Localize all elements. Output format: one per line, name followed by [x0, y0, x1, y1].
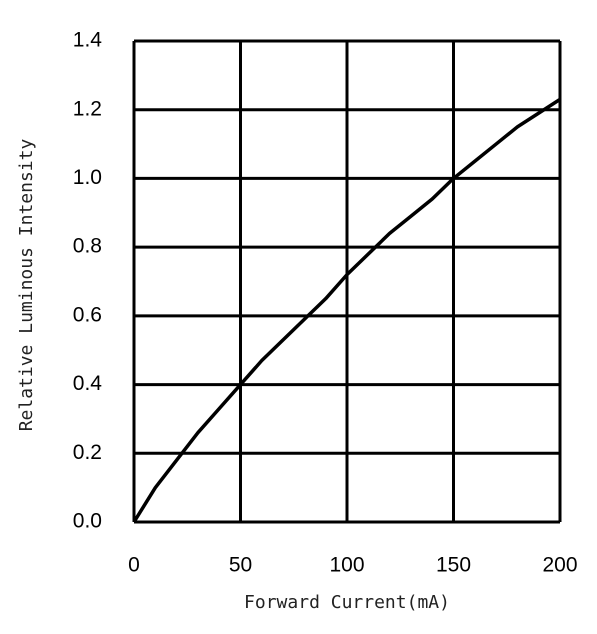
x-tick-label: 150: [436, 554, 471, 577]
y-tick-label: 0.8: [73, 235, 102, 258]
y-axis-label: Relative Luminous Intensity: [16, 139, 37, 432]
y-tick-label: 1.0: [73, 166, 102, 189]
x-tick-label: 100: [329, 554, 364, 577]
y-tick-label: 1.4: [73, 29, 103, 52]
y-tick-label: 1.2: [73, 97, 102, 120]
x-axis-label: Forward Current(mA): [244, 592, 450, 613]
x-tick-label: 200: [542, 554, 577, 577]
data-line: [132, 97, 561, 523]
x-tick-label: 50: [229, 554, 252, 577]
y-tick-label: 0.4: [73, 372, 103, 395]
y-tick-label: 0.0: [73, 510, 102, 533]
y-tick-label: 0.2: [73, 441, 102, 464]
y-tick-label: 0.6: [73, 303, 102, 326]
x-tick-label: 0: [128, 554, 140, 577]
